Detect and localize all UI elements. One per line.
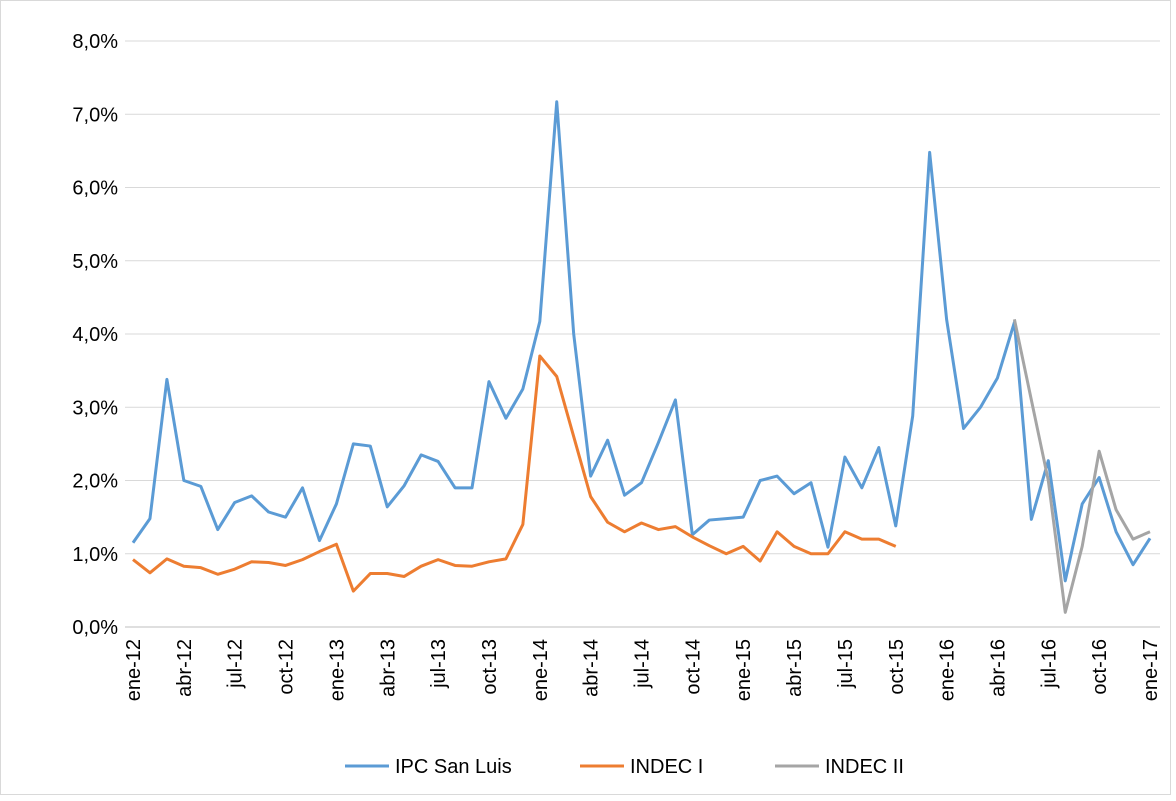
series-line <box>1012 319 1151 614</box>
series-line <box>131 100 1152 583</box>
x-tick-label: ene-14 <box>530 639 552 701</box>
x-tick-label: abr-16 <box>987 639 1009 697</box>
x-tick-label: oct-15 <box>886 639 908 695</box>
x-tick-label: abr-15 <box>784 639 806 697</box>
x-tick-label: abr-13 <box>377 639 399 697</box>
x-tick-label: jul-13 <box>428 639 450 689</box>
y-tick-label: 2,0% <box>72 471 118 493</box>
x-tick-label: oct-13 <box>479 639 501 695</box>
x-tick-label: oct-14 <box>682 639 704 695</box>
x-tick-label: jul-12 <box>225 639 247 689</box>
y-tick-label: 7,0% <box>72 104 118 126</box>
x-tick-label: ene-15 <box>733 639 755 701</box>
x-tick-label: ene-12 <box>123 639 145 701</box>
legend-label: INDEC I <box>630 756 703 778</box>
x-tick-label: ene-16 <box>937 639 959 701</box>
x-tick-label: oct-16 <box>1089 639 1111 695</box>
x-tick-label: abr-12 <box>174 639 196 697</box>
x-tick-label: ene-13 <box>326 639 348 701</box>
y-tick-label: 4,0% <box>72 324 118 346</box>
x-tick-label: jul-16 <box>1038 639 1060 689</box>
legend-label: IPC San Luis <box>395 756 512 778</box>
x-tick-label: ene-17 <box>1140 639 1162 701</box>
x-tick-label: jul-15 <box>835 639 857 689</box>
x-tick-label: oct-12 <box>276 639 298 695</box>
y-tick-label: 6,0% <box>72 178 118 200</box>
legend-label: INDEC II <box>825 756 904 778</box>
y-tick-label: 1,0% <box>72 544 118 566</box>
x-tick-label: abr-14 <box>581 639 603 697</box>
y-tick-label: 0,0% <box>72 617 118 639</box>
y-tick-label: 5,0% <box>72 251 118 273</box>
y-tick-label: 8,0% <box>72 31 118 53</box>
series-line <box>132 354 897 593</box>
x-tick-label: jul-14 <box>632 639 654 689</box>
y-tick-label: 3,0% <box>72 397 118 419</box>
